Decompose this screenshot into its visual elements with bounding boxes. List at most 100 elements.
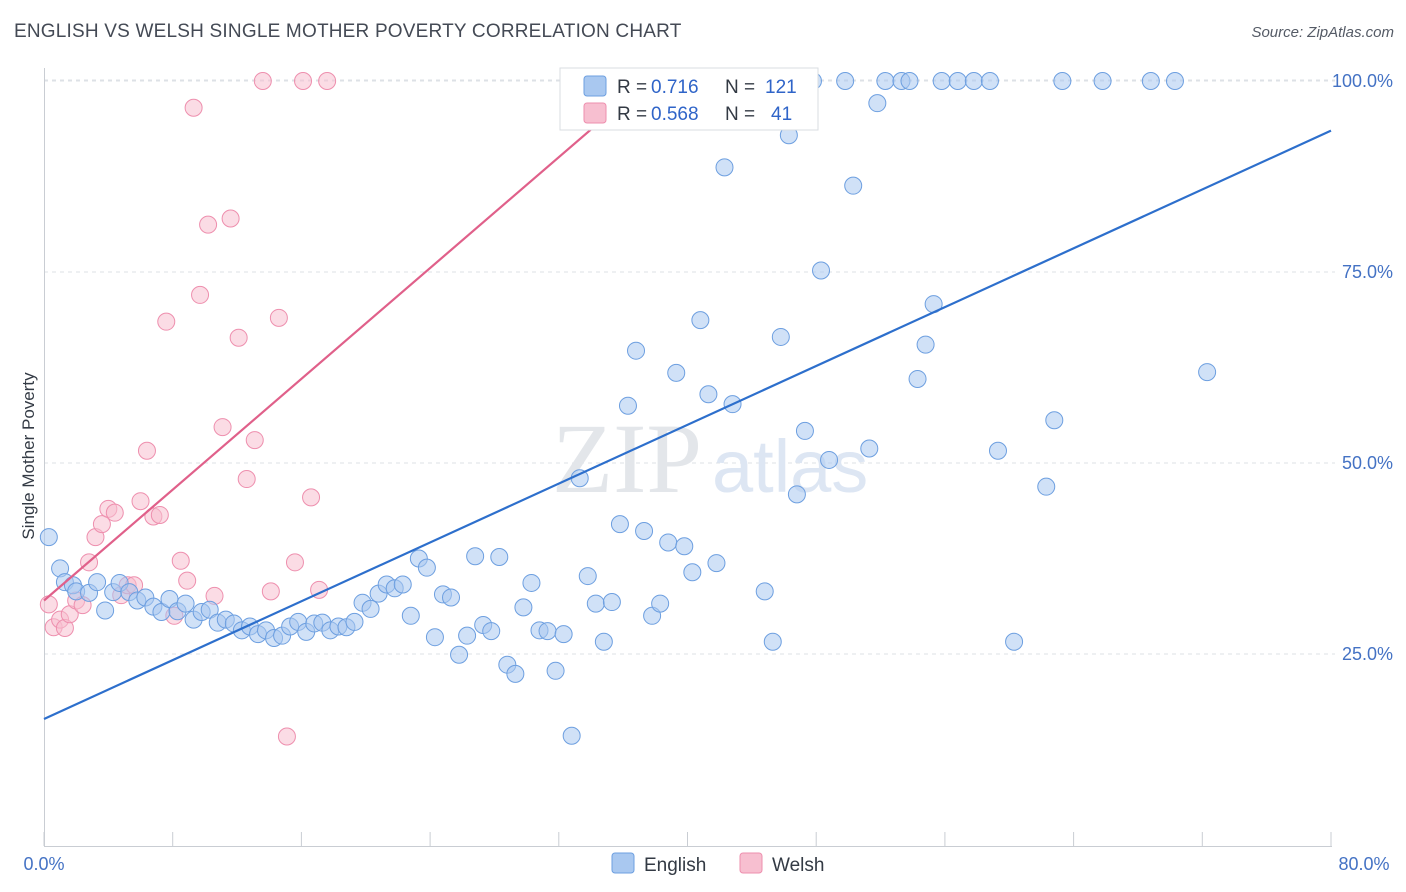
english-point xyxy=(820,450,839,469)
welsh-point xyxy=(277,727,296,746)
welsh-r-value: 0.568 xyxy=(651,104,699,125)
welsh-point xyxy=(269,308,288,327)
english-point xyxy=(699,385,718,404)
y-tick-label-75: 75.0% xyxy=(1342,262,1393,282)
x-tick-label-min: 0.0% xyxy=(23,854,64,874)
english-point xyxy=(932,72,951,90)
watermark-zip: ZIP xyxy=(552,403,702,514)
english-point xyxy=(651,594,670,613)
english-series xyxy=(39,72,1217,745)
english-point xyxy=(627,341,646,360)
english-point xyxy=(610,515,629,534)
welsh-point xyxy=(229,328,248,347)
english-r-value: 0.716 xyxy=(651,77,699,98)
english-point xyxy=(988,441,1007,460)
english-point xyxy=(450,645,469,664)
english-point xyxy=(763,632,782,651)
english-point xyxy=(1037,477,1056,496)
chart-title: ENGLISH VS WELSH SINGLE MOTHER POVERTY C… xyxy=(14,21,682,42)
english-point xyxy=(908,369,927,388)
english-point xyxy=(490,547,509,566)
english-point xyxy=(691,311,710,330)
trend-lines xyxy=(43,80,1332,720)
y-axis-tick-labels: 25.0% 50.0% 75.0% 100.0% xyxy=(1332,71,1393,664)
english-point xyxy=(417,558,436,577)
english-point xyxy=(1141,72,1160,90)
english-point xyxy=(715,158,734,177)
legend-english-swatch xyxy=(611,852,635,874)
english-point xyxy=(442,588,461,607)
english-point xyxy=(538,622,557,641)
welsh-point xyxy=(105,503,124,522)
english-point xyxy=(1045,411,1064,430)
english-point xyxy=(546,661,565,680)
english-point xyxy=(683,563,702,582)
english-point xyxy=(554,625,573,644)
y-tick-label-25: 25.0% xyxy=(1342,644,1393,664)
english-point xyxy=(1005,632,1024,651)
english-point xyxy=(393,575,412,594)
english-point xyxy=(860,439,879,458)
english-point xyxy=(522,573,541,592)
welsh-point xyxy=(237,470,256,489)
english-point xyxy=(618,396,637,415)
english-point xyxy=(659,533,678,552)
bottom-legend: English Welsh xyxy=(611,852,824,876)
english-point xyxy=(1198,363,1217,382)
welsh-r-label: R = xyxy=(617,104,647,125)
grid-lines xyxy=(44,79,1335,655)
english-point xyxy=(1053,72,1072,90)
x-axis-ticks xyxy=(43,832,1332,846)
y-tick-label-50: 50.0% xyxy=(1342,453,1393,473)
welsh-point xyxy=(184,98,203,117)
english-r-label: R = xyxy=(617,77,647,98)
english-point xyxy=(836,72,855,90)
english-point xyxy=(900,72,919,90)
welsh-point xyxy=(150,505,169,524)
english-point xyxy=(795,421,814,440)
english-point xyxy=(39,528,58,547)
welsh-point xyxy=(302,488,321,507)
english-point xyxy=(771,327,790,346)
english-point xyxy=(401,606,420,625)
english-point xyxy=(964,72,983,90)
english-point xyxy=(578,567,597,586)
english-point xyxy=(1093,72,1112,90)
english-point xyxy=(514,598,533,617)
y-tick-label-100: 100.0% xyxy=(1332,71,1393,91)
welsh-point xyxy=(253,72,272,90)
welsh-point xyxy=(285,553,304,572)
english-point xyxy=(787,485,806,504)
welsh-point xyxy=(39,595,58,614)
english-point xyxy=(345,612,364,631)
welsh-point xyxy=(221,209,240,228)
english-point xyxy=(200,600,219,619)
english-trend-line xyxy=(43,129,1332,720)
english-point xyxy=(667,363,686,382)
welsh-n-value: 41 xyxy=(771,104,792,125)
english-point xyxy=(482,622,501,641)
english-point xyxy=(425,628,444,647)
english-point xyxy=(948,72,967,90)
english-point xyxy=(466,547,485,566)
x-tick-label-max: 80.0% xyxy=(1338,854,1389,874)
english-point xyxy=(755,582,774,601)
welsh-trend-line xyxy=(43,80,648,602)
welsh-series xyxy=(39,72,337,746)
english-point xyxy=(916,335,935,354)
welsh-n-label: N = xyxy=(725,104,755,125)
english-point xyxy=(876,72,895,90)
english-point xyxy=(176,594,195,613)
english-n-label: N = xyxy=(725,77,755,98)
welsh-point xyxy=(213,418,232,437)
english-point xyxy=(675,537,694,556)
welsh-point xyxy=(178,571,197,590)
stats-legend: R = 0.716 N = 121 R = 0.568 N = 41 xyxy=(559,67,819,131)
welsh-point xyxy=(261,582,280,601)
legend-welsh-swatch xyxy=(739,852,763,874)
welsh-point xyxy=(191,285,210,304)
source-label: Source: ZipAtlas.com xyxy=(1251,24,1394,41)
english-point xyxy=(635,521,654,540)
axes xyxy=(44,68,1332,847)
